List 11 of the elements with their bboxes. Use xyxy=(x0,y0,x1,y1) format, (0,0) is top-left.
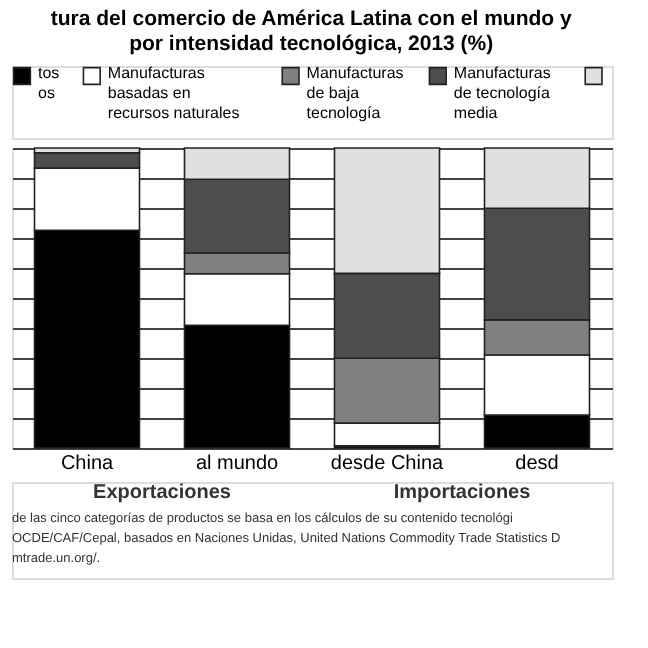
x-tick-label: desd xyxy=(515,453,559,475)
text: Importaciones xyxy=(393,482,532,504)
chart-title: tura del comercio de América Latina con el mundo y por intensidad tecnológica, 2013 (%) xyxy=(50,7,572,57)
x-tick-label: desde China xyxy=(330,453,445,475)
legend-label: Manufacturas de baja tecnología xyxy=(306,64,404,122)
legend-label: tos os xyxy=(38,64,60,102)
legend-label: Manufacturas basadas en recursos naturales xyxy=(107,64,240,122)
text: Exportaciones xyxy=(93,482,232,504)
x-tick-label: China xyxy=(60,453,114,475)
legend-label: Manufacturas de tecnología media xyxy=(453,64,551,122)
x-tick-label: al mundo xyxy=(195,453,280,475)
